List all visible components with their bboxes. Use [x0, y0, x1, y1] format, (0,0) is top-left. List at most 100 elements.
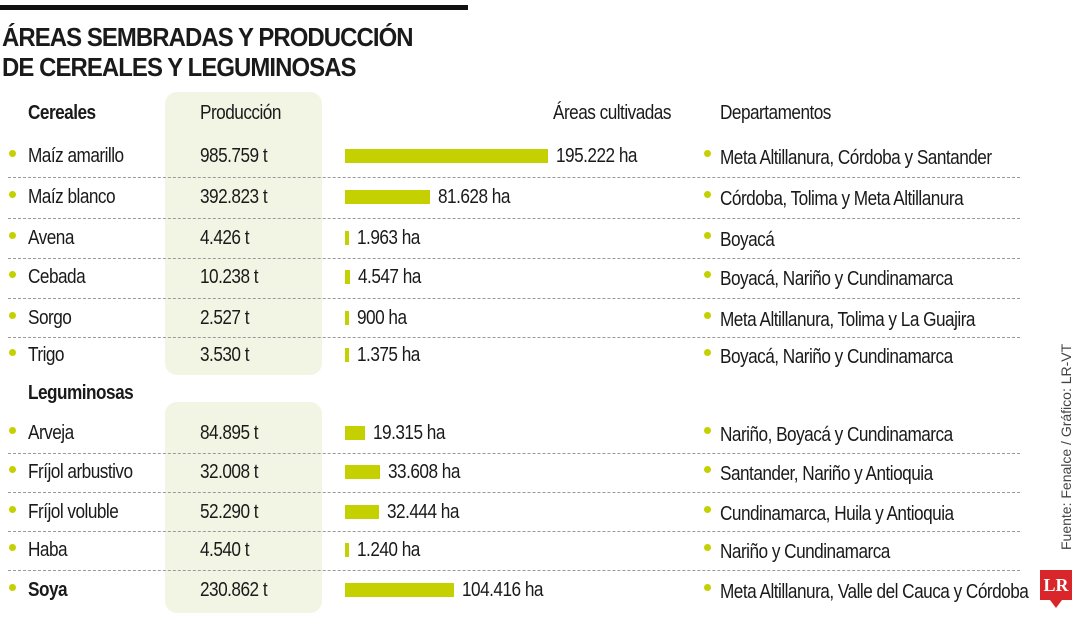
row-separator [8, 492, 1020, 493]
area-label: 900 ha [357, 307, 407, 329]
production-value: 10.238 t [200, 266, 259, 288]
departments: Boyacá, Nariño y Cundinamarca [720, 268, 953, 290]
bullet-icon [9, 427, 16, 434]
bullet-icon [9, 232, 16, 239]
crop-name: Maíz blanco [28, 186, 116, 208]
production-value: 230.862 t [200, 579, 268, 601]
area-label: 1.375 ha [357, 344, 420, 366]
area-bar [345, 231, 349, 245]
departments: Nariño y Cundinamarca [720, 541, 890, 563]
bullet-icon [9, 312, 16, 319]
row-separator [8, 453, 1020, 454]
bullet-icon [704, 150, 711, 157]
row-separator [8, 258, 1020, 259]
bullet-icon [704, 312, 711, 319]
crop-name: Soya [28, 579, 68, 601]
bullet-icon [704, 271, 711, 278]
crop-name: Trigo [28, 344, 64, 366]
production-value: 3.530 t [200, 344, 250, 366]
area-label: 19.315 ha [373, 422, 445, 444]
production-value: 985.759 t [200, 145, 268, 167]
group-label: Leguminosas [28, 382, 134, 404]
bullet-icon [704, 544, 711, 551]
crop-name: Maíz amarillo [28, 145, 124, 167]
area-label: 104.416 ha [461, 579, 543, 601]
production-value: 4.540 t [200, 539, 250, 561]
top-rule [0, 5, 468, 10]
bullet-icon [9, 271, 16, 278]
bullet-icon [704, 506, 711, 513]
departments: Boyacá [720, 229, 775, 251]
area-label: 1.240 ha [357, 539, 420, 561]
area-label: 195.222 ha [556, 145, 637, 167]
source-note: Fuente: Fenalce / Gráfico: LR-VT [1058, 343, 1074, 550]
departments: Nariño, Boyacá y Cundinamarca [720, 424, 953, 446]
header-produccion: Producción [200, 102, 281, 124]
departments: Boyacá, Nariño y Cundinamarca [720, 346, 953, 368]
bullet-icon [9, 584, 16, 591]
production-value: 392.823 t [200, 186, 268, 208]
bullet-icon [704, 427, 711, 434]
production-value: 84.895 t [200, 422, 259, 444]
row-separator [8, 337, 1020, 338]
departments: Meta Altillanura, Córdoba y Santander [720, 147, 992, 169]
header-departamentos: Departamentos [720, 102, 831, 124]
area-label: 32.444 ha [386, 501, 459, 523]
area-label: 1.963 ha [357, 227, 420, 249]
area-bar [345, 348, 349, 362]
area-bar [345, 426, 366, 440]
title-line-2: DE CEREALES Y LEGUMINOSAS [2, 52, 357, 82]
row-separator [8, 218, 1020, 219]
production-box-leguminosas [165, 402, 322, 613]
departments: Cundinamarca, Huila y Antioquia [720, 503, 954, 525]
area-label: 81.628 ha [437, 186, 510, 208]
header-areas: Áreas cultivadas [553, 102, 671, 124]
production-box-cereales [165, 92, 322, 375]
area-label: 33.608 ha [387, 461, 460, 483]
bullet-icon [704, 232, 711, 239]
departments: Santander, Nariño y Antioquia [720, 463, 933, 485]
lr-logo: LR [1040, 570, 1072, 608]
production-value: 32.008 t [200, 461, 259, 483]
area-bar [345, 543, 349, 557]
production-value: 4.426 t [200, 227, 250, 249]
bullet-icon [704, 466, 711, 473]
crop-name: Fríjol arbustivo [28, 461, 133, 483]
departments: Meta Altillanura, Valle del Cauca y Córd… [720, 581, 1029, 603]
row-separator [8, 570, 1020, 571]
area-bar [345, 311, 349, 325]
area-bar [345, 270, 350, 284]
chart-title: ÁREAS SEMBRADAS Y PRODUCCIÓN DE CEREALES… [2, 22, 414, 82]
crop-name: Avena [28, 227, 74, 249]
bullet-icon [704, 349, 711, 356]
production-value: 52.290 t [200, 501, 259, 523]
crop-name: Sorgo [28, 307, 72, 329]
bullet-icon [704, 584, 711, 591]
area-label: 4.547 ha [357, 266, 421, 288]
area-bar [345, 505, 379, 519]
bullet-icon [9, 150, 16, 157]
bullet-icon [9, 544, 16, 551]
production-value: 2.527 t [200, 307, 250, 329]
area-bar [345, 465, 380, 479]
departments: Córdoba, Tolima y Meta Altillanura [720, 188, 964, 210]
crop-name: Cebada [28, 266, 86, 288]
bullet-icon [9, 191, 16, 198]
title-line-1: ÁREAS SEMBRADAS Y PRODUCCIÓN [2, 22, 414, 52]
bullet-icon [704, 191, 711, 198]
crop-name: Fríjol voluble [28, 501, 119, 523]
departments: Meta Altillanura, Tolima y La Guajira [720, 309, 975, 331]
row-separator [8, 298, 1020, 299]
area-bar [345, 583, 454, 597]
crop-name: Arveja [28, 422, 74, 444]
area-bar [345, 149, 548, 163]
crop-name: Haba [28, 539, 68, 561]
row-separator [8, 177, 1020, 178]
row-separator [8, 531, 1020, 532]
group-label: Cereales [28, 102, 96, 124]
area-bar [345, 190, 430, 204]
bullet-icon [9, 466, 16, 473]
bullet-icon [9, 349, 16, 356]
bullet-icon [9, 506, 16, 513]
